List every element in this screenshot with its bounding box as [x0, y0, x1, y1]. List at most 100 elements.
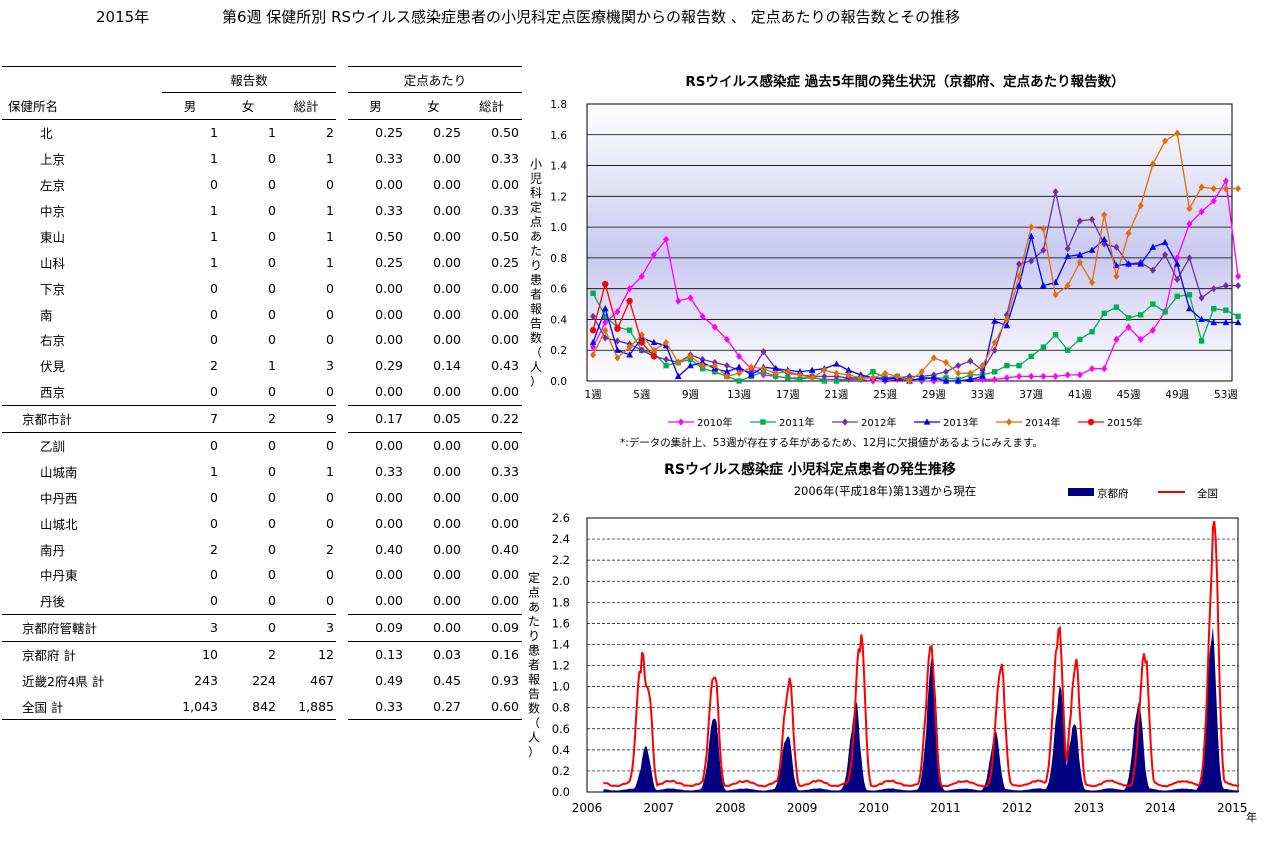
- row-name: 丹後: [2, 587, 162, 615]
- col-male: 男: [162, 92, 220, 120]
- row-per-male: 0.33: [375, 463, 403, 479]
- data-point: [1077, 336, 1083, 343]
- row-per-male: 0.49: [375, 673, 403, 689]
- data-point: [1198, 338, 1205, 344]
- ylabel-char: 患: [530, 273, 542, 287]
- x-unit-label: 年: [1246, 810, 1257, 824]
- legend-bar: [1068, 488, 1094, 496]
- x-tick-label: 25週: [873, 389, 897, 401]
- x-tick-label: 13週: [727, 389, 751, 401]
- row-female: 0: [220, 587, 278, 615]
- data-point: [1016, 272, 1023, 280]
- data-point: [687, 294, 694, 302]
- data-point: [1125, 260, 1132, 267]
- data-point: [748, 363, 755, 371]
- plot-area: [586, 103, 1233, 382]
- row-per-female: 0.45: [433, 673, 461, 689]
- row-female: 0: [268, 515, 276, 531]
- data-point: [1150, 301, 1156, 307]
- data-point: [1174, 275, 1181, 284]
- row-name: 左京: [40, 178, 66, 194]
- y-tick-label: 0.6: [552, 722, 570, 736]
- data-point: [1027, 232, 1035, 239]
- legend-label: 全国: [1197, 487, 1218, 500]
- row-name: 京都府管轄計: [2, 614, 162, 642]
- report-year: 2015年: [96, 8, 150, 26]
- data-point: [1173, 260, 1181, 267]
- data-point: [735, 363, 743, 370]
- x-tick-label: 37週: [1019, 389, 1043, 401]
- row-per-male: 0.50: [375, 228, 403, 244]
- row-total: 12: [318, 647, 334, 663]
- data-point: [1113, 304, 1120, 310]
- ylabel-char: 告: [528, 687, 540, 701]
- row-male: 10: [202, 647, 218, 663]
- data-point: [1076, 371, 1083, 379]
- group-reports: 報告数: [162, 66, 336, 93]
- row-male: 3: [162, 614, 220, 642]
- y-tick-label: 1.6: [552, 616, 570, 630]
- row-per-total: 0.00: [464, 378, 522, 406]
- data-point: [589, 327, 597, 334]
- data-point: [712, 369, 718, 375]
- table-row: 南 0 0 0 0.00 0.00 0.00: [2, 301, 522, 327]
- data-point: [1186, 220, 1193, 228]
- data-point: [614, 346, 621, 353]
- legend-marker: [678, 418, 684, 426]
- table-row: 全国 計 1,043 842 1,885 0.33 0.27 0.60: [2, 693, 522, 721]
- row-total: 0: [326, 438, 334, 454]
- data-point: [1101, 211, 1108, 219]
- series-national-line: [603, 520, 1240, 788]
- col-female: 女: [220, 92, 278, 120]
- ylabel-char: 定: [530, 200, 542, 215]
- ylabel-char: 数: [528, 701, 540, 716]
- data-point: [918, 368, 925, 376]
- ylabel-char: り: [528, 629, 540, 643]
- data-point: [796, 371, 803, 379]
- data-point: [723, 362, 730, 370]
- data-point: [1076, 217, 1083, 225]
- row-female: 0: [268, 567, 276, 583]
- y-tick-label: 0.8: [552, 701, 570, 715]
- data-point: [1028, 257, 1035, 265]
- data-point: [602, 313, 608, 320]
- row-per-total: 0.00: [491, 567, 519, 583]
- data-point: [1186, 292, 1193, 298]
- data-point: [1101, 240, 1108, 248]
- ylabel-char: た: [528, 615, 540, 629]
- row-male: 0: [162, 587, 220, 615]
- row-male: 1: [210, 203, 218, 218]
- data-point: [626, 327, 633, 333]
- row-per-female: 0.00: [433, 438, 461, 454]
- data-point: [1234, 318, 1242, 326]
- data-point: [675, 358, 682, 367]
- x-tick-label: 29週: [922, 389, 946, 401]
- data-point: [1137, 201, 1144, 210]
- data-point: [736, 369, 743, 377]
- row-female: 0: [268, 228, 276, 244]
- data-point: [1149, 326, 1156, 334]
- data-point: [1198, 183, 1205, 191]
- x-tick-label: 2014: [1145, 801, 1176, 815]
- row-per-total: 0.93: [491, 673, 519, 689]
- row-name: 南: [40, 307, 53, 323]
- y-tick-label: 0.2: [550, 345, 567, 357]
- x-tick-label: 2008: [715, 801, 746, 815]
- data-point: [991, 369, 998, 375]
- y-tick-label: 0.4: [552, 743, 570, 757]
- legend-marker: [842, 418, 848, 426]
- series-line: [592, 179, 1239, 382]
- data-point: [1149, 266, 1156, 274]
- trend-chart: RSウイルス感染症 小児科定点患者の発生推移 2006年(平成18年)第13週から…: [528, 461, 1257, 824]
- data-point: [833, 378, 840, 384]
- data-point: [943, 368, 950, 376]
- row-male: 0: [210, 567, 218, 583]
- row-name: 南丹: [40, 542, 66, 558]
- data-point: [602, 280, 609, 288]
- y-tick-label: 1.2: [550, 191, 567, 203]
- legend-marker: [1006, 418, 1012, 426]
- row-total: 0: [326, 280, 334, 296]
- row-female: 224: [252, 673, 276, 689]
- row-female: 0: [268, 254, 276, 270]
